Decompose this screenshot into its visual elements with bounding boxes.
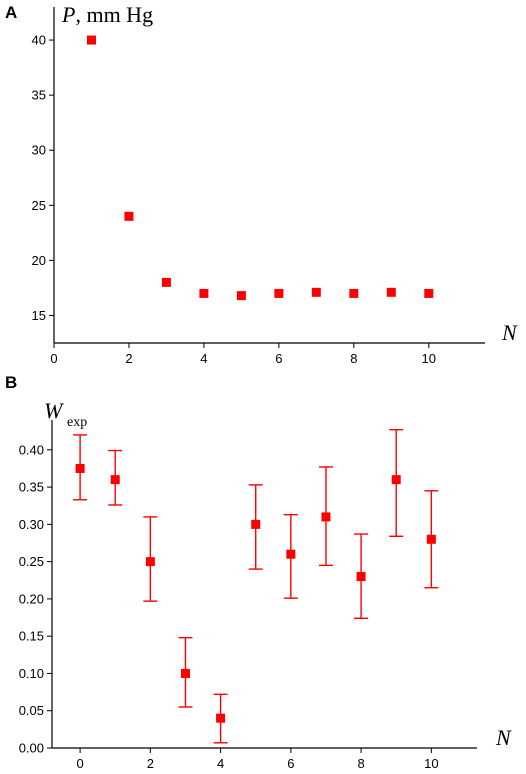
panel-b-data-point bbox=[75, 463, 85, 473]
panel-b: B W exp N 0 2 4 6 8 10 0.00 0.05 0.10 0.15 0.20 0.2… bbox=[5, 373, 512, 771]
panel-a-x-title: N bbox=[501, 320, 518, 345]
panel-a-data-point bbox=[124, 211, 134, 221]
panel-a-data-point bbox=[236, 291, 246, 301]
panel-b-y-tick-label: 0.00 bbox=[19, 741, 44, 756]
panel-a-x-tick-label: 8 bbox=[350, 351, 357, 366]
panel-a-x-tick-label: 10 bbox=[422, 351, 436, 366]
panel-a-y-tick-label: 15 bbox=[32, 308, 46, 323]
panel-b-x-title: N bbox=[495, 725, 512, 750]
panel-a-data-point bbox=[161, 277, 171, 287]
panel-a-y-var: P bbox=[61, 2, 75, 27]
panel-b-data-point bbox=[110, 475, 120, 485]
panel-b-data-point bbox=[426, 534, 436, 544]
panel-b-y-tick-label: 0.20 bbox=[19, 591, 44, 606]
panel-b-x-tick-label: 6 bbox=[287, 756, 294, 771]
panel-b-x-tick-label: 4 bbox=[217, 756, 224, 771]
panel-a-data-point bbox=[386, 287, 396, 297]
panel-b-data-point bbox=[391, 475, 401, 485]
panel-a-x-tick-label: 0 bbox=[50, 351, 57, 366]
panel-b-data-point bbox=[145, 557, 155, 567]
panel-a-data-point bbox=[349, 288, 359, 298]
panel-b-y-var: W bbox=[44, 398, 64, 423]
panel-b-data-point bbox=[356, 572, 366, 582]
panel-b-y-tick-label: 0.40 bbox=[19, 442, 44, 457]
panel-a-y-tick-label: 25 bbox=[32, 198, 46, 213]
panel-a-data-point bbox=[424, 288, 434, 298]
panel-a-y-tick-label: 20 bbox=[32, 253, 46, 268]
panel-b-data-point bbox=[251, 519, 261, 529]
panel-b-x-tick-label: 2 bbox=[147, 756, 154, 771]
panel-a-data-point bbox=[86, 35, 96, 45]
panel-b-y-tick-label: 0.10 bbox=[19, 666, 44, 681]
panel-b-y-tick-label: 0.35 bbox=[19, 480, 44, 495]
panel-b-data-point bbox=[216, 713, 226, 723]
panel-b-y-tick-label: 0.05 bbox=[19, 703, 44, 718]
panel-b-label: B bbox=[5, 373, 17, 392]
panel-a-data-point bbox=[199, 288, 209, 298]
panel-a-y-tick-label: 40 bbox=[32, 33, 46, 48]
panel-b-data-point bbox=[321, 512, 331, 522]
panel-b-x-tick-label: 8 bbox=[357, 756, 364, 771]
panel-b-y-tick-label: 0.25 bbox=[19, 554, 44, 569]
panel-b-data-point bbox=[286, 549, 296, 559]
panel-a-x-tick-label: 2 bbox=[125, 351, 132, 366]
panel-a-x-tick-label: 6 bbox=[275, 351, 282, 366]
panel-a-label: A bbox=[5, 3, 17, 22]
panel-a-y-tick-label: 35 bbox=[32, 88, 46, 103]
panel-a-y-title: P, mm Hg bbox=[61, 2, 153, 27]
panel-b-y-sub: exp bbox=[67, 415, 87, 430]
panel-a: A P, mm Hg N 0 2 4 6 8 10 15 20 25 30 35 40 bbox=[5, 2, 518, 366]
panel-a-y-unit: , mm Hg bbox=[75, 2, 153, 27]
panel-b-y-tick-label: 0.15 bbox=[19, 629, 44, 644]
panel-b-data-point bbox=[180, 668, 190, 678]
panel-b-y-tick-label: 0.30 bbox=[19, 517, 44, 532]
panel-b-x-tick-label: 0 bbox=[76, 756, 83, 771]
panel-a-x-tick-label: 4 bbox=[200, 351, 207, 366]
panel-a-y-tick-label: 30 bbox=[32, 143, 46, 158]
panel-a-data-point bbox=[311, 287, 321, 297]
panel-b-x-tick-label: 10 bbox=[424, 756, 438, 771]
panel-a-data-point bbox=[274, 288, 284, 298]
